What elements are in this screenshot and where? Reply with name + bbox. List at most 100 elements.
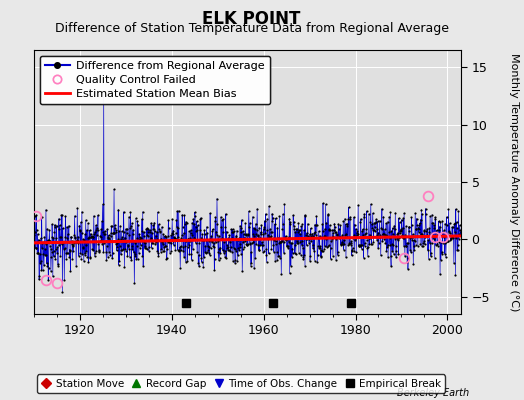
Point [108, 255, 116, 262]
Point [275, 240, 283, 246]
Point [320, 246, 329, 252]
Point [256, 234, 264, 241]
Point [43, 263, 52, 270]
Point [140, 245, 149, 251]
Point [127, 223, 135, 230]
Point [104, 235, 113, 241]
Point [263, 227, 271, 233]
Point [446, 237, 455, 243]
Point [378, 238, 387, 245]
Point [456, 227, 464, 233]
Point [195, 227, 204, 233]
Point [436, 218, 445, 225]
Point [118, 234, 127, 240]
Point [51, 256, 60, 262]
Point [99, 201, 107, 208]
Point [191, 209, 199, 215]
Point [442, 214, 451, 220]
Point [282, 232, 290, 239]
Point [438, 218, 446, 224]
Point [444, 206, 453, 212]
Point [156, 228, 164, 235]
Point [294, 240, 302, 246]
Point [315, 232, 324, 239]
Point [257, 222, 266, 228]
Point [254, 232, 262, 239]
Point [182, 220, 191, 226]
Point [158, 224, 166, 230]
Point [104, 232, 113, 238]
Point [261, 230, 269, 236]
Point [321, 233, 330, 240]
Point [231, 260, 239, 266]
Point [83, 227, 91, 233]
Point [214, 248, 222, 255]
Point [442, 254, 450, 260]
Point [155, 226, 163, 232]
Point [368, 210, 377, 216]
Point [384, 242, 392, 248]
Point [421, 241, 429, 248]
Point [232, 248, 241, 254]
Point [162, 255, 171, 262]
Point [200, 253, 208, 260]
Point [173, 246, 182, 253]
Point [35, 273, 43, 279]
Point [452, 219, 461, 225]
Point [302, 232, 310, 239]
Point [276, 239, 284, 245]
Point [359, 232, 367, 238]
Point [381, 232, 389, 238]
Point [352, 249, 361, 256]
Point [141, 240, 149, 246]
Point [84, 220, 92, 226]
Point [331, 236, 340, 242]
Point [268, 218, 277, 224]
Point [116, 236, 125, 242]
Point [126, 225, 134, 231]
Point [375, 217, 384, 224]
Point [410, 247, 419, 254]
Point [280, 234, 289, 241]
Point [297, 223, 305, 229]
Point [132, 256, 140, 262]
Point [324, 211, 333, 217]
Point [400, 210, 408, 216]
Point [258, 248, 267, 255]
Point [138, 208, 147, 215]
Point [455, 236, 463, 242]
Point [186, 235, 194, 241]
Point [353, 232, 361, 239]
Point [349, 235, 357, 241]
Point [58, 289, 67, 295]
Point [89, 234, 97, 241]
Point [120, 228, 128, 235]
Point [66, 248, 74, 254]
Point [411, 238, 419, 244]
Point [143, 232, 151, 238]
Point [147, 220, 155, 226]
Point [394, 229, 402, 236]
Point [235, 247, 243, 254]
Point [194, 222, 202, 228]
Point [342, 254, 350, 260]
Point [177, 243, 185, 250]
Point [343, 223, 351, 229]
Point [56, 234, 64, 240]
Point [252, 220, 260, 227]
Point [334, 235, 343, 242]
Point [311, 221, 319, 228]
Point [446, 236, 455, 242]
Point [280, 250, 288, 256]
Point [98, 241, 106, 247]
Point [273, 224, 281, 231]
Point [231, 257, 239, 264]
Point [176, 248, 184, 254]
Point [287, 262, 295, 269]
Point [182, 218, 190, 225]
Point [183, 244, 192, 250]
Point [143, 225, 151, 231]
Point [308, 230, 316, 237]
Point [422, 233, 431, 240]
Point [30, 229, 39, 235]
